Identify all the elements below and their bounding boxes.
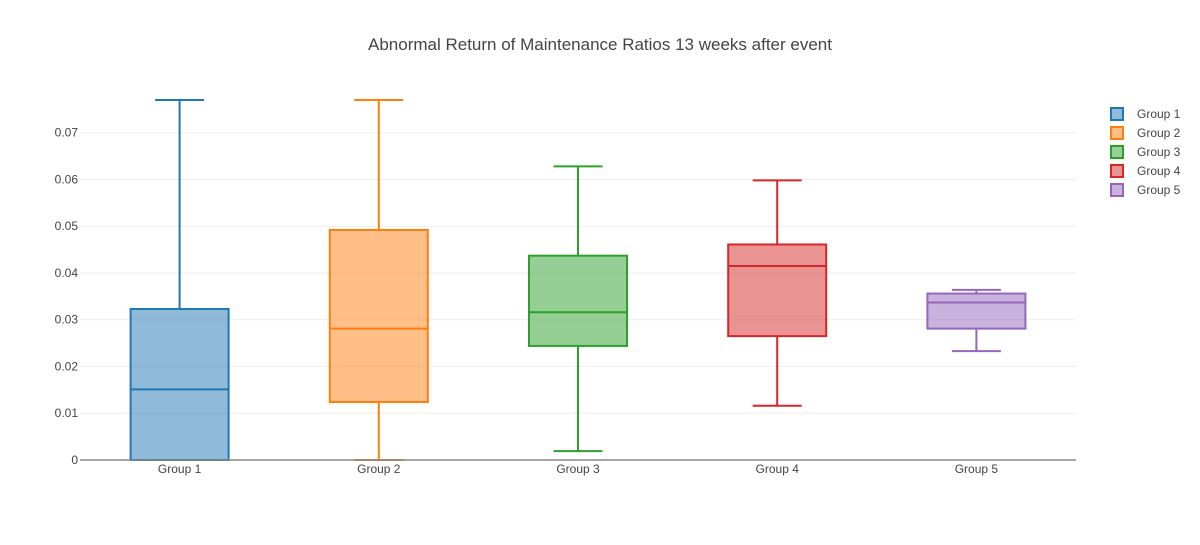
boxes xyxy=(129,99,1027,461)
legend-item: Group 5 xyxy=(1110,183,1181,197)
box-iqr xyxy=(328,228,429,404)
box-iqr xyxy=(528,254,628,347)
y-tick-label: 0.07 xyxy=(55,126,79,140)
x-axis-ticks: Group 1 Group 2 Group 3 Group 4 Group 5 xyxy=(158,462,998,476)
legend-label: Group 1 xyxy=(1137,107,1181,121)
y-tick-label: 0.01 xyxy=(55,406,79,420)
box-iqr xyxy=(926,292,1027,330)
legend-swatch xyxy=(1110,126,1124,140)
legend-item: Group 1 xyxy=(1110,107,1181,121)
legend-item: Group 4 xyxy=(1110,164,1181,178)
x-tick-label: Group 5 xyxy=(955,462,999,476)
y-axis-ticks: 0 0.01 0.02 0.03 0.04 0.05 0.06 0.07 xyxy=(55,126,79,467)
y-tick-label: 0.03 xyxy=(55,313,79,327)
box-4 xyxy=(727,179,828,407)
y-tick-label: 0 xyxy=(71,453,78,467)
x-tick-label: Group 4 xyxy=(756,462,800,476)
legend-label: Group 4 xyxy=(1137,164,1181,178)
legend-swatch xyxy=(1110,145,1124,159)
box-iqr xyxy=(727,243,828,338)
legend-label: Group 2 xyxy=(1137,126,1181,140)
y-tick-label: 0.02 xyxy=(55,359,79,373)
box-3 xyxy=(528,165,628,453)
box-1 xyxy=(129,99,230,461)
legend-label: Group 3 xyxy=(1137,145,1181,159)
legend-item: Group 2 xyxy=(1110,126,1181,140)
y-tick-label: 0.04 xyxy=(55,266,79,280)
legend-label: Group 5 xyxy=(1137,183,1181,197)
x-tick-label: Group 1 xyxy=(158,462,202,476)
legend: Group 1 Group 2 Group 3 Group 4 Group 5 xyxy=(1110,107,1181,197)
y-tick-label: 0.05 xyxy=(55,219,79,233)
box-iqr xyxy=(129,307,230,461)
legend-swatch xyxy=(1110,183,1124,197)
x-tick-label: Group 2 xyxy=(357,462,401,476)
box-5 xyxy=(926,288,1027,353)
legend-item: Group 3 xyxy=(1110,145,1181,159)
legend-swatch xyxy=(1110,107,1124,121)
y-tick-label: 0.06 xyxy=(55,172,79,186)
box-2 xyxy=(328,99,429,461)
x-tick-label: Group 3 xyxy=(556,462,600,476)
chart-title: Abnormal Return of Maintenance Ratios 13… xyxy=(368,35,832,54)
legend-swatch xyxy=(1110,164,1124,178)
